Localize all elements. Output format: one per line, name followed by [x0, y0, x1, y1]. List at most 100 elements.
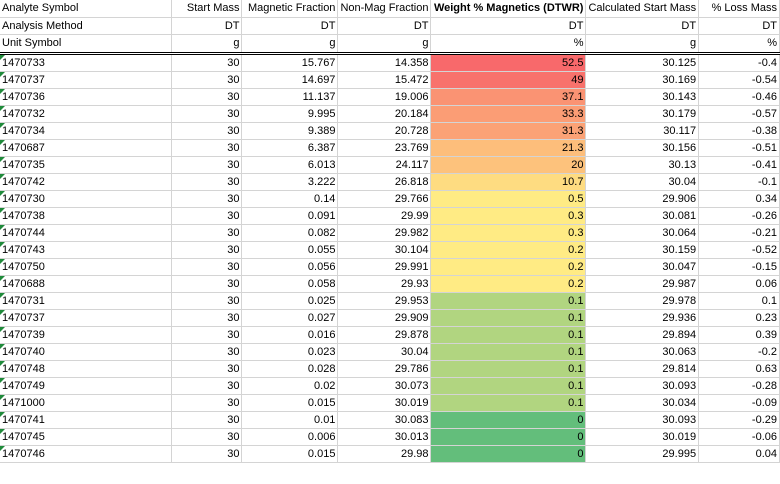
sample-id-cell[interactable]: 1470731 — [0, 292, 172, 310]
weight-pct-magnetics-cell[interactable]: 0.5 — [430, 190, 587, 208]
magnetic-fraction-cell[interactable]: 0.082 — [241, 224, 339, 242]
pct-loss-mass-cell[interactable]: -0.46 — [698, 88, 780, 106]
pct-loss-mass-cell[interactable]: -0.09 — [698, 394, 780, 412]
non-mag-fraction-cell[interactable]: 26.818 — [337, 173, 432, 191]
calculated-start-mass-cell[interactable]: 30.093 — [585, 377, 700, 395]
calculated-start-mass-cell[interactable]: 30.179 — [585, 105, 700, 123]
start-mass-cell[interactable]: 30 — [171, 428, 243, 446]
calculated-start-mass-cell[interactable]: 29.987 — [585, 275, 700, 293]
non-mag-fraction-cell[interactable]: 29.991 — [337, 258, 432, 276]
pct-loss-mass-cell[interactable]: 0.04 — [698, 445, 780, 463]
pct-loss-mass-cell[interactable]: 0.63 — [698, 360, 780, 378]
start-mass-cell[interactable]: 30 — [171, 241, 243, 259]
magnetic-fraction-cell[interactable]: 3.222 — [241, 173, 339, 191]
calculated-start-mass-cell[interactable]: 29.978 — [585, 292, 700, 310]
non-mag-fraction-cell[interactable]: 30.083 — [337, 411, 432, 429]
sample-id-cell[interactable]: 1470743 — [0, 241, 172, 259]
header-cell[interactable]: % Loss Mass — [698, 0, 780, 18]
magnetic-fraction-cell[interactable]: 0.02 — [241, 377, 339, 395]
sample-id-cell[interactable]: 1470744 — [0, 224, 172, 242]
non-mag-fraction-cell[interactable]: 30.04 — [337, 343, 432, 361]
weight-pct-magnetics-cell[interactable]: 10.7 — [430, 173, 587, 191]
start-mass-cell[interactable]: 30 — [171, 258, 243, 276]
non-mag-fraction-cell[interactable]: 30.013 — [337, 428, 432, 446]
pct-loss-mass-cell[interactable]: 0.34 — [698, 190, 780, 208]
non-mag-fraction-cell[interactable]: 20.184 — [337, 105, 432, 123]
pct-loss-mass-cell[interactable]: 0.39 — [698, 326, 780, 344]
magnetic-fraction-cell[interactable]: 0.006 — [241, 428, 339, 446]
start-mass-cell[interactable]: 30 — [171, 88, 243, 106]
weight-pct-magnetics-cell[interactable]: 37.1 — [430, 88, 587, 106]
calculated-start-mass-cell[interactable]: 30.034 — [585, 394, 700, 412]
start-mass-cell[interactable]: 30 — [171, 292, 243, 310]
header-cell[interactable]: Weight % Magnetics (DTWR) — [430, 0, 587, 18]
non-mag-fraction-cell[interactable]: 14.358 — [337, 53, 432, 72]
magnetic-fraction-cell[interactable]: 0.055 — [241, 241, 339, 259]
header-cell[interactable]: DT — [241, 17, 339, 35]
pct-loss-mass-cell[interactable]: 0.23 — [698, 309, 780, 327]
weight-pct-magnetics-cell[interactable]: 33.3 — [430, 105, 587, 123]
start-mass-cell[interactable]: 30 — [171, 53, 243, 72]
non-mag-fraction-cell[interactable]: 29.98 — [337, 445, 432, 463]
calculated-start-mass-cell[interactable]: 30.156 — [585, 139, 700, 157]
sample-id-cell[interactable]: 1470750 — [0, 258, 172, 276]
calculated-start-mass-cell[interactable]: 30.04 — [585, 173, 700, 191]
weight-pct-magnetics-cell[interactable]: 21.3 — [430, 139, 587, 157]
calculated-start-mass-cell[interactable]: 30.143 — [585, 88, 700, 106]
magnetic-fraction-cell[interactable]: 6.013 — [241, 156, 339, 174]
sample-id-cell[interactable]: 1470737 — [0, 71, 172, 89]
calculated-start-mass-cell[interactable]: 29.894 — [585, 326, 700, 344]
pct-loss-mass-cell[interactable]: -0.4 — [698, 53, 780, 72]
sample-id-cell[interactable]: 1470742 — [0, 173, 172, 191]
magnetic-fraction-cell[interactable]: 9.389 — [241, 122, 339, 140]
calculated-start-mass-cell[interactable]: 30.047 — [585, 258, 700, 276]
start-mass-cell[interactable]: 30 — [171, 411, 243, 429]
header-cell[interactable]: DT — [698, 17, 780, 35]
header-cell[interactable]: DT — [337, 17, 432, 35]
weight-pct-magnetics-cell[interactable]: 0.1 — [430, 377, 587, 395]
magnetic-fraction-cell[interactable]: 0.01 — [241, 411, 339, 429]
pct-loss-mass-cell[interactable]: -0.06 — [698, 428, 780, 446]
weight-pct-magnetics-cell[interactable]: 0.1 — [430, 292, 587, 310]
non-mag-fraction-cell[interactable]: 19.006 — [337, 88, 432, 106]
magnetic-fraction-cell[interactable]: 0.028 — [241, 360, 339, 378]
header-cell[interactable]: DT — [171, 17, 243, 35]
calculated-start-mass-cell[interactable]: 30.169 — [585, 71, 700, 89]
non-mag-fraction-cell[interactable]: 29.766 — [337, 190, 432, 208]
sample-id-cell[interactable]: 1470732 — [0, 105, 172, 123]
start-mass-cell[interactable]: 30 — [171, 105, 243, 123]
header-cell[interactable]: Non-Mag Fraction — [337, 0, 432, 18]
magnetic-fraction-cell[interactable]: 0.023 — [241, 343, 339, 361]
pct-loss-mass-cell[interactable]: -0.51 — [698, 139, 780, 157]
pct-loss-mass-cell[interactable]: -0.15 — [698, 258, 780, 276]
non-mag-fraction-cell[interactable]: 30.104 — [337, 241, 432, 259]
calculated-start-mass-cell[interactable]: 30.117 — [585, 122, 700, 140]
magnetic-fraction-cell[interactable]: 0.027 — [241, 309, 339, 327]
sample-id-cell[interactable]: 1470734 — [0, 122, 172, 140]
magnetic-fraction-cell[interactable]: 6.387 — [241, 139, 339, 157]
header-cell[interactable]: DT — [585, 17, 700, 35]
header-cell[interactable]: g — [337, 34, 432, 55]
magnetic-fraction-cell[interactable]: 0.14 — [241, 190, 339, 208]
start-mass-cell[interactable]: 30 — [171, 207, 243, 225]
non-mag-fraction-cell[interactable]: 29.953 — [337, 292, 432, 310]
magnetic-fraction-cell[interactable]: 0.058 — [241, 275, 339, 293]
sample-id-cell[interactable]: 1471000 — [0, 394, 172, 412]
pct-loss-mass-cell[interactable]: -0.28 — [698, 377, 780, 395]
start-mass-cell[interactable]: 30 — [171, 445, 243, 463]
pct-loss-mass-cell[interactable]: 0.06 — [698, 275, 780, 293]
weight-pct-magnetics-cell[interactable]: 0.3 — [430, 224, 587, 242]
start-mass-cell[interactable]: 30 — [171, 326, 243, 344]
pct-loss-mass-cell[interactable]: -0.38 — [698, 122, 780, 140]
header-cell[interactable]: g — [241, 34, 339, 55]
non-mag-fraction-cell[interactable]: 15.472 — [337, 71, 432, 89]
sample-id-cell[interactable]: 1470745 — [0, 428, 172, 446]
sample-id-cell[interactable]: 1470748 — [0, 360, 172, 378]
weight-pct-magnetics-cell[interactable]: 0.1 — [430, 394, 587, 412]
non-mag-fraction-cell[interactable]: 29.99 — [337, 207, 432, 225]
magnetic-fraction-cell[interactable]: 0.015 — [241, 445, 339, 463]
magnetic-fraction-cell[interactable]: 15.767 — [241, 53, 339, 72]
calculated-start-mass-cell[interactable]: 30.125 — [585, 53, 700, 72]
header-cell[interactable]: Unit Symbol — [0, 34, 172, 55]
magnetic-fraction-cell[interactable]: 9.995 — [241, 105, 339, 123]
